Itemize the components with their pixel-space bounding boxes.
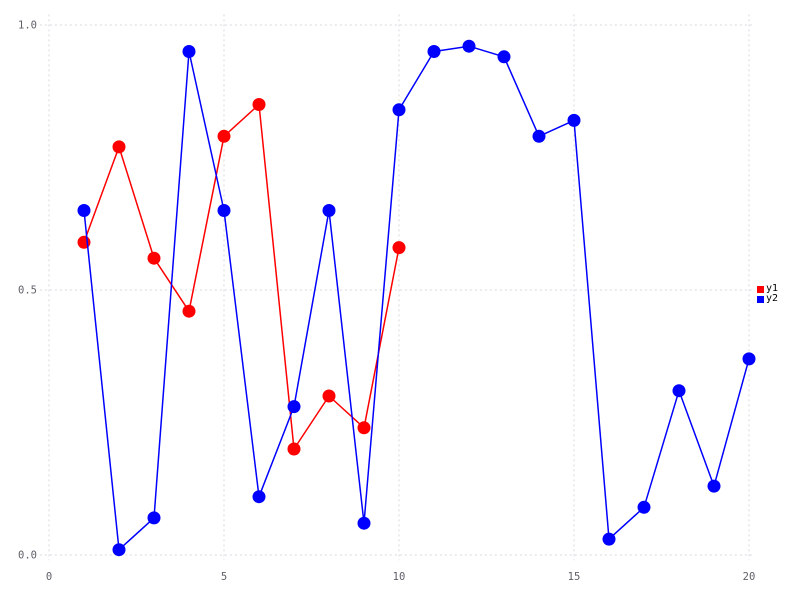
data-point-y2-18 xyxy=(672,384,686,398)
y-tick-label-0.5: 0.5 xyxy=(18,285,37,297)
data-point-y2-16 xyxy=(602,532,616,546)
x-tick-label-5: 5 xyxy=(221,571,227,583)
x-tick-label-20: 20 xyxy=(743,571,756,583)
data-point-y1-4 xyxy=(182,304,196,318)
data-point-y2-17 xyxy=(637,500,651,514)
legend-item-y1: y1 xyxy=(757,284,778,294)
data-point-y1-9 xyxy=(357,421,371,435)
data-point-y2-2 xyxy=(112,543,126,557)
data-point-y2-12 xyxy=(462,39,476,53)
data-point-y1-10 xyxy=(392,241,406,255)
x-tick-label-15: 15 xyxy=(568,571,581,583)
data-point-y2-3 xyxy=(147,511,161,525)
legend: y1 y2 xyxy=(757,284,778,304)
series-line-y2 xyxy=(83,45,750,551)
x-tick-label-0: 0 xyxy=(46,571,52,583)
data-point-y1-3 xyxy=(147,251,161,265)
grid xyxy=(39,14,754,561)
data-point-y1-1 xyxy=(77,235,91,249)
series-y1 xyxy=(77,98,406,456)
data-point-y2-20 xyxy=(742,352,756,366)
data-point-y2-5 xyxy=(217,204,231,217)
x-tick-label-10: 10 xyxy=(393,571,406,583)
data-point-y2-10 xyxy=(392,103,406,117)
data-point-y2-13 xyxy=(497,50,511,64)
legend-swatch-y1 xyxy=(757,285,764,293)
data-point-y2-7 xyxy=(287,400,301,414)
y-tick-label-0.0: 0.0 xyxy=(18,550,37,562)
data-point-y2-19 xyxy=(707,479,721,493)
legend-label-y1: y1 xyxy=(766,283,779,294)
legend-swatch-y2 xyxy=(757,295,764,303)
data-point-y1-5 xyxy=(217,129,231,143)
data-point-y1-6 xyxy=(252,98,266,111)
data-point-y2-11 xyxy=(427,45,441,58)
data-point-y1-8 xyxy=(322,389,336,403)
data-point-y2-14 xyxy=(532,129,546,143)
data-point-y2-1 xyxy=(77,204,91,217)
legend-item-y2: y2 xyxy=(757,294,778,304)
y-tick-label-1.0: 1.0 xyxy=(18,20,37,32)
legend-label-y2: y2 xyxy=(766,293,779,304)
data-point-y2-4 xyxy=(182,45,196,58)
data-point-y2-6 xyxy=(252,490,266,504)
series-line-y1 xyxy=(83,103,400,450)
data-point-y2-9 xyxy=(357,516,371,530)
data-point-y2-8 xyxy=(322,204,336,217)
data-point-y1-7 xyxy=(287,442,301,456)
data-point-y2-15 xyxy=(567,113,581,127)
series-y2 xyxy=(77,39,756,557)
axis-labels: 0 5 10 15 20 0.0 0.5 1.0 xyxy=(18,20,755,584)
data-point-y1-2 xyxy=(112,140,126,154)
